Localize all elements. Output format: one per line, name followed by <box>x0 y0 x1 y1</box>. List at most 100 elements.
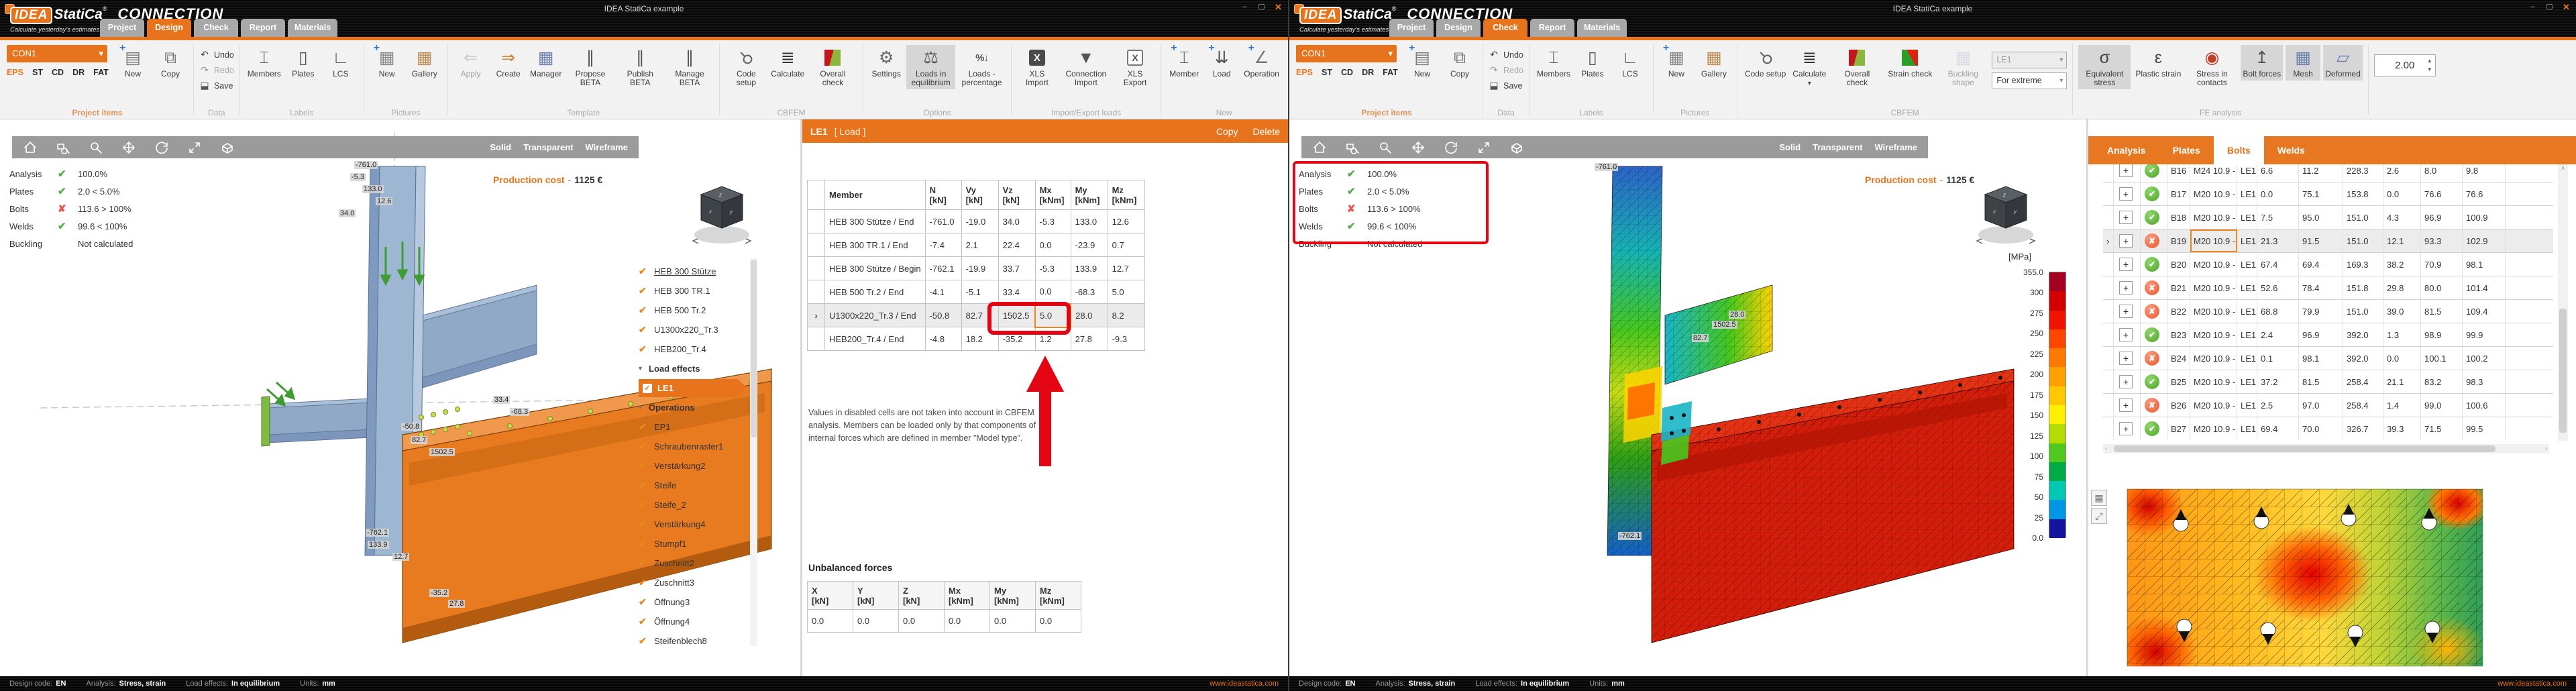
value-cell[interactable]: 27.8 <box>1070 327 1108 351</box>
tree-operation-item[interactable]: ✔ Zuschnitt3 <box>639 577 694 588</box>
expand-row-button[interactable]: + <box>2119 422 2133 435</box>
new-button[interactable]: ▦ + New <box>370 43 405 81</box>
code-cd[interactable]: CD <box>1341 68 1354 77</box>
value-cell[interactable]: -7.4 <box>924 233 962 257</box>
bolt-type-cell[interactable]: M20 10.9 - 3 <box>2190 206 2237 229</box>
home-icon[interactable] <box>1312 140 1327 155</box>
bolt-type-cell[interactable]: M20 10.9 - 3 <box>2190 323 2237 346</box>
bolt-type-cell[interactable]: M20 10.9 - 3 <box>2190 276 2237 299</box>
overall-check-button[interactable]: Overall check <box>1831 45 1883 89</box>
code-st[interactable]: ST <box>1322 68 1332 77</box>
bolt-type-cell[interactable]: M20 10.9 - 3 <box>2190 394 2237 417</box>
code-eps[interactable]: EPS <box>7 68 24 77</box>
create-button[interactable]: ⇒ Create <box>496 48 521 78</box>
tree-operation-item[interactable]: ✔ Verstärkung4 <box>639 519 706 529</box>
value-cell[interactable]: 133.9 <box>1070 256 1108 280</box>
value-cell[interactable]: -19.0 <box>961 209 999 233</box>
loads-percentage-button[interactable]: %↓ Loads - percentage <box>958 45 1006 89</box>
maximize-icon[interactable]: ▢ <box>1258 3 1265 11</box>
undo-button[interactable]: ↶ Undo <box>1489 49 1523 61</box>
value-cell[interactable]: 5.0 <box>1034 303 1072 328</box>
tree-operation-item[interactable]: ✔ Öffnung4 <box>639 616 690 627</box>
tree-operation-item[interactable]: ✔ Stumpf1 <box>639 538 687 549</box>
zoom-icon[interactable] <box>89 140 103 155</box>
value-cell[interactable]: 33.4 <box>998 280 1036 304</box>
minimize-icon[interactable]: – <box>2530 3 2535 11</box>
tree-operations-header[interactable]: ▾ Operations <box>639 403 695 413</box>
code-dr[interactable]: DR <box>72 68 85 77</box>
connection-import-button[interactable]: ▼ Connection Import <box>1065 48 1107 87</box>
results-tab-analysis[interactable]: Analysis <box>2107 145 2146 156</box>
bolt-type-cell[interactable]: M20 10.9 - 3 <box>2190 417 2237 439</box>
expander-icon[interactable]: ▾ <box>639 404 643 411</box>
view-mode-wireframe[interactable]: Wireframe <box>585 142 628 152</box>
results-tab-plates[interactable]: Plates <box>2172 145 2200 156</box>
code-setup-button[interactable]: ⚲ Code setup <box>725 45 767 89</box>
tree-load-effects-header[interactable]: ▾ Load effects <box>639 364 700 374</box>
expand-row-button[interactable]: + <box>2119 258 2133 271</box>
results-vertical-scrollbar[interactable]: ∧ <box>2558 164 2568 441</box>
value-cell[interactable]: 18.2 <box>961 327 999 351</box>
expand-row-button[interactable]: + <box>2119 234 2133 248</box>
value-cell[interactable]: 82.7 <box>961 303 999 327</box>
value-cell[interactable]: -9.3 <box>1107 327 1145 351</box>
lcs-button[interactable]: ∟ LCS <box>323 45 358 81</box>
expand-row-button[interactable]: + <box>2119 375 2133 388</box>
close-icon[interactable]: ✕ <box>2563 2 2570 12</box>
checkbox-icon[interactable]: ✓ <box>643 383 652 393</box>
tree-operation-item[interactable]: ✔ EP1 <box>639 421 671 432</box>
equivalent-stress-button[interactable]: σ Equivalent stress <box>2078 45 2131 89</box>
tree-member-item[interactable]: ✔ HEB200_Tr.4 <box>639 343 706 354</box>
value-cell[interactable]: 0.7 <box>1107 233 1145 257</box>
value-cell[interactable]: 1.2 <box>1034 327 1071 351</box>
results-horizontal-scrollbar[interactable]: ‹ › <box>2103 444 2549 454</box>
load-table-row[interactable]: HEB 500 Tr.2 / End -4.1 -5.1 33.4 0.0 -68.3 5.… <box>807 280 1145 304</box>
3d-viewport[interactable]: -761.0 -5.3 133.0 12.6 34.0 -762.1 133.9 12.7 -5… <box>0 119 800 676</box>
value-cell[interactable]: 2.1 <box>961 233 999 257</box>
navigation-cube[interactable]: z x y <box>1974 181 2038 252</box>
code-fat[interactable]: FAT <box>1383 68 1398 77</box>
expand-row-button[interactable]: + <box>2119 328 2133 341</box>
expand-row-button[interactable]: + <box>2119 305 2133 318</box>
new-button[interactable]: ▤ + New <box>115 43 150 81</box>
expand-row-button[interactable]: + <box>2119 211 2133 224</box>
navigation-cube[interactable]: z x y <box>690 181 754 252</box>
website-link[interactable]: www.ideastatica.com <box>2498 680 2567 688</box>
value-cell[interactable]: -761.0 <box>924 209 962 233</box>
tree-operation-item[interactable]: ✔ Öffnung3 <box>639 596 690 607</box>
members-button[interactable]: ⌶ Members <box>1536 48 1570 78</box>
bolt-type-cell[interactable]: M20 10.9 - 3 <box>2190 229 2237 252</box>
code-st[interactable]: ST <box>32 68 43 77</box>
rotate-icon[interactable] <box>1444 140 1458 155</box>
gallery-button[interactable]: ▦ Gallery <box>1701 48 1727 78</box>
extreme-filter-combo[interactable]: For extreme <box>1992 72 2068 89</box>
bolt-type-cell[interactable]: M20 10.9 - 3 <box>2190 182 2237 205</box>
value-cell[interactable]: 1502.5 <box>998 303 1036 327</box>
tree-operation-item[interactable]: ✔ Steife <box>639 480 677 490</box>
manager-button[interactable]: ▦ Manager <box>529 48 562 78</box>
tab-design[interactable]: Design <box>1436 19 1481 37</box>
tree-member-item[interactable]: ✔ HEB 500 Tr.2 <box>639 305 706 315</box>
rotate-icon[interactable] <box>154 140 169 155</box>
code-eps[interactable]: EPS <box>1296 68 1313 77</box>
value-cell[interactable]: 8.2 <box>1107 303 1145 327</box>
deformed-button[interactable]: ▱ Deformed <box>2323 45 2363 81</box>
results-tab-welds[interactable]: Welds <box>2277 145 2305 156</box>
copy-button[interactable]: Copy <box>1216 125 1238 137</box>
value-cell[interactable]: 5.0 <box>1107 280 1145 304</box>
spinner-arrows-icon[interactable]: ▲ ▼ <box>2426 58 2432 72</box>
loads-in-equilibrium-button[interactable]: ⚖ Loads in equilibrium <box>906 45 956 89</box>
solid-view-icon[interactable] <box>1509 140 1524 155</box>
plates-button[interactable]: ▯ Plates <box>292 48 315 78</box>
bolt-forces-button[interactable]: ↥ Bolt forces <box>2241 45 2284 81</box>
plastic-strain-button[interactable]: ε Plastic strain <box>2135 48 2182 78</box>
value-cell[interactable]: -762.1 <box>924 256 962 280</box>
